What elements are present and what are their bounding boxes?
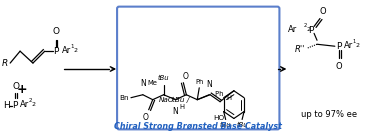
Text: Ar: Ar	[344, 41, 353, 50]
Text: P: P	[308, 26, 314, 35]
Text: tBu: tBu	[236, 122, 248, 129]
Text: H: H	[180, 104, 184, 110]
Text: O: O	[12, 82, 20, 91]
Text: 2: 2	[31, 102, 36, 107]
Text: R'': R''	[295, 45, 305, 54]
Text: 2: 2	[303, 23, 307, 28]
Text: Chiral Strong Brønsted Base Catalyst: Chiral Strong Brønsted Base Catalyst	[114, 122, 282, 131]
Text: Ph: Ph	[195, 79, 203, 85]
Text: Ar: Ar	[62, 46, 71, 55]
Text: NaO: NaO	[159, 97, 174, 103]
Text: H: H	[3, 101, 9, 110]
Text: P: P	[12, 101, 18, 110]
Text: O: O	[53, 27, 60, 36]
Text: O: O	[320, 7, 326, 15]
Text: tBu: tBu	[158, 75, 169, 81]
Text: O: O	[143, 113, 149, 122]
Text: N: N	[173, 107, 178, 116]
Text: 1: 1	[353, 39, 356, 44]
Text: tBu /: tBu /	[172, 97, 189, 103]
FancyBboxPatch shape	[117, 7, 279, 129]
Text: .Ph: .Ph	[213, 91, 224, 97]
Text: P: P	[53, 47, 58, 56]
Text: P: P	[336, 42, 341, 51]
Text: O: O	[183, 72, 188, 81]
Text: Ar: Ar	[288, 25, 297, 34]
Text: H: H	[226, 95, 231, 101]
Text: N: N	[206, 80, 212, 89]
Text: R: R	[2, 58, 8, 68]
Text: 2: 2	[306, 27, 310, 32]
Text: tBu: tBu	[220, 122, 231, 129]
Text: 2: 2	[73, 48, 77, 53]
Text: O: O	[336, 62, 342, 71]
Text: +: +	[17, 83, 27, 96]
Text: 1: 1	[70, 44, 74, 49]
Text: up to 97% ee: up to 97% ee	[301, 110, 357, 119]
Text: HO: HO	[213, 115, 224, 122]
Text: Bn: Bn	[119, 95, 129, 101]
Text: Ar: Ar	[20, 100, 29, 109]
Text: 2: 2	[356, 43, 359, 48]
Text: 2: 2	[28, 98, 32, 103]
Text: N: N	[140, 79, 146, 88]
Text: Me: Me	[148, 80, 158, 86]
